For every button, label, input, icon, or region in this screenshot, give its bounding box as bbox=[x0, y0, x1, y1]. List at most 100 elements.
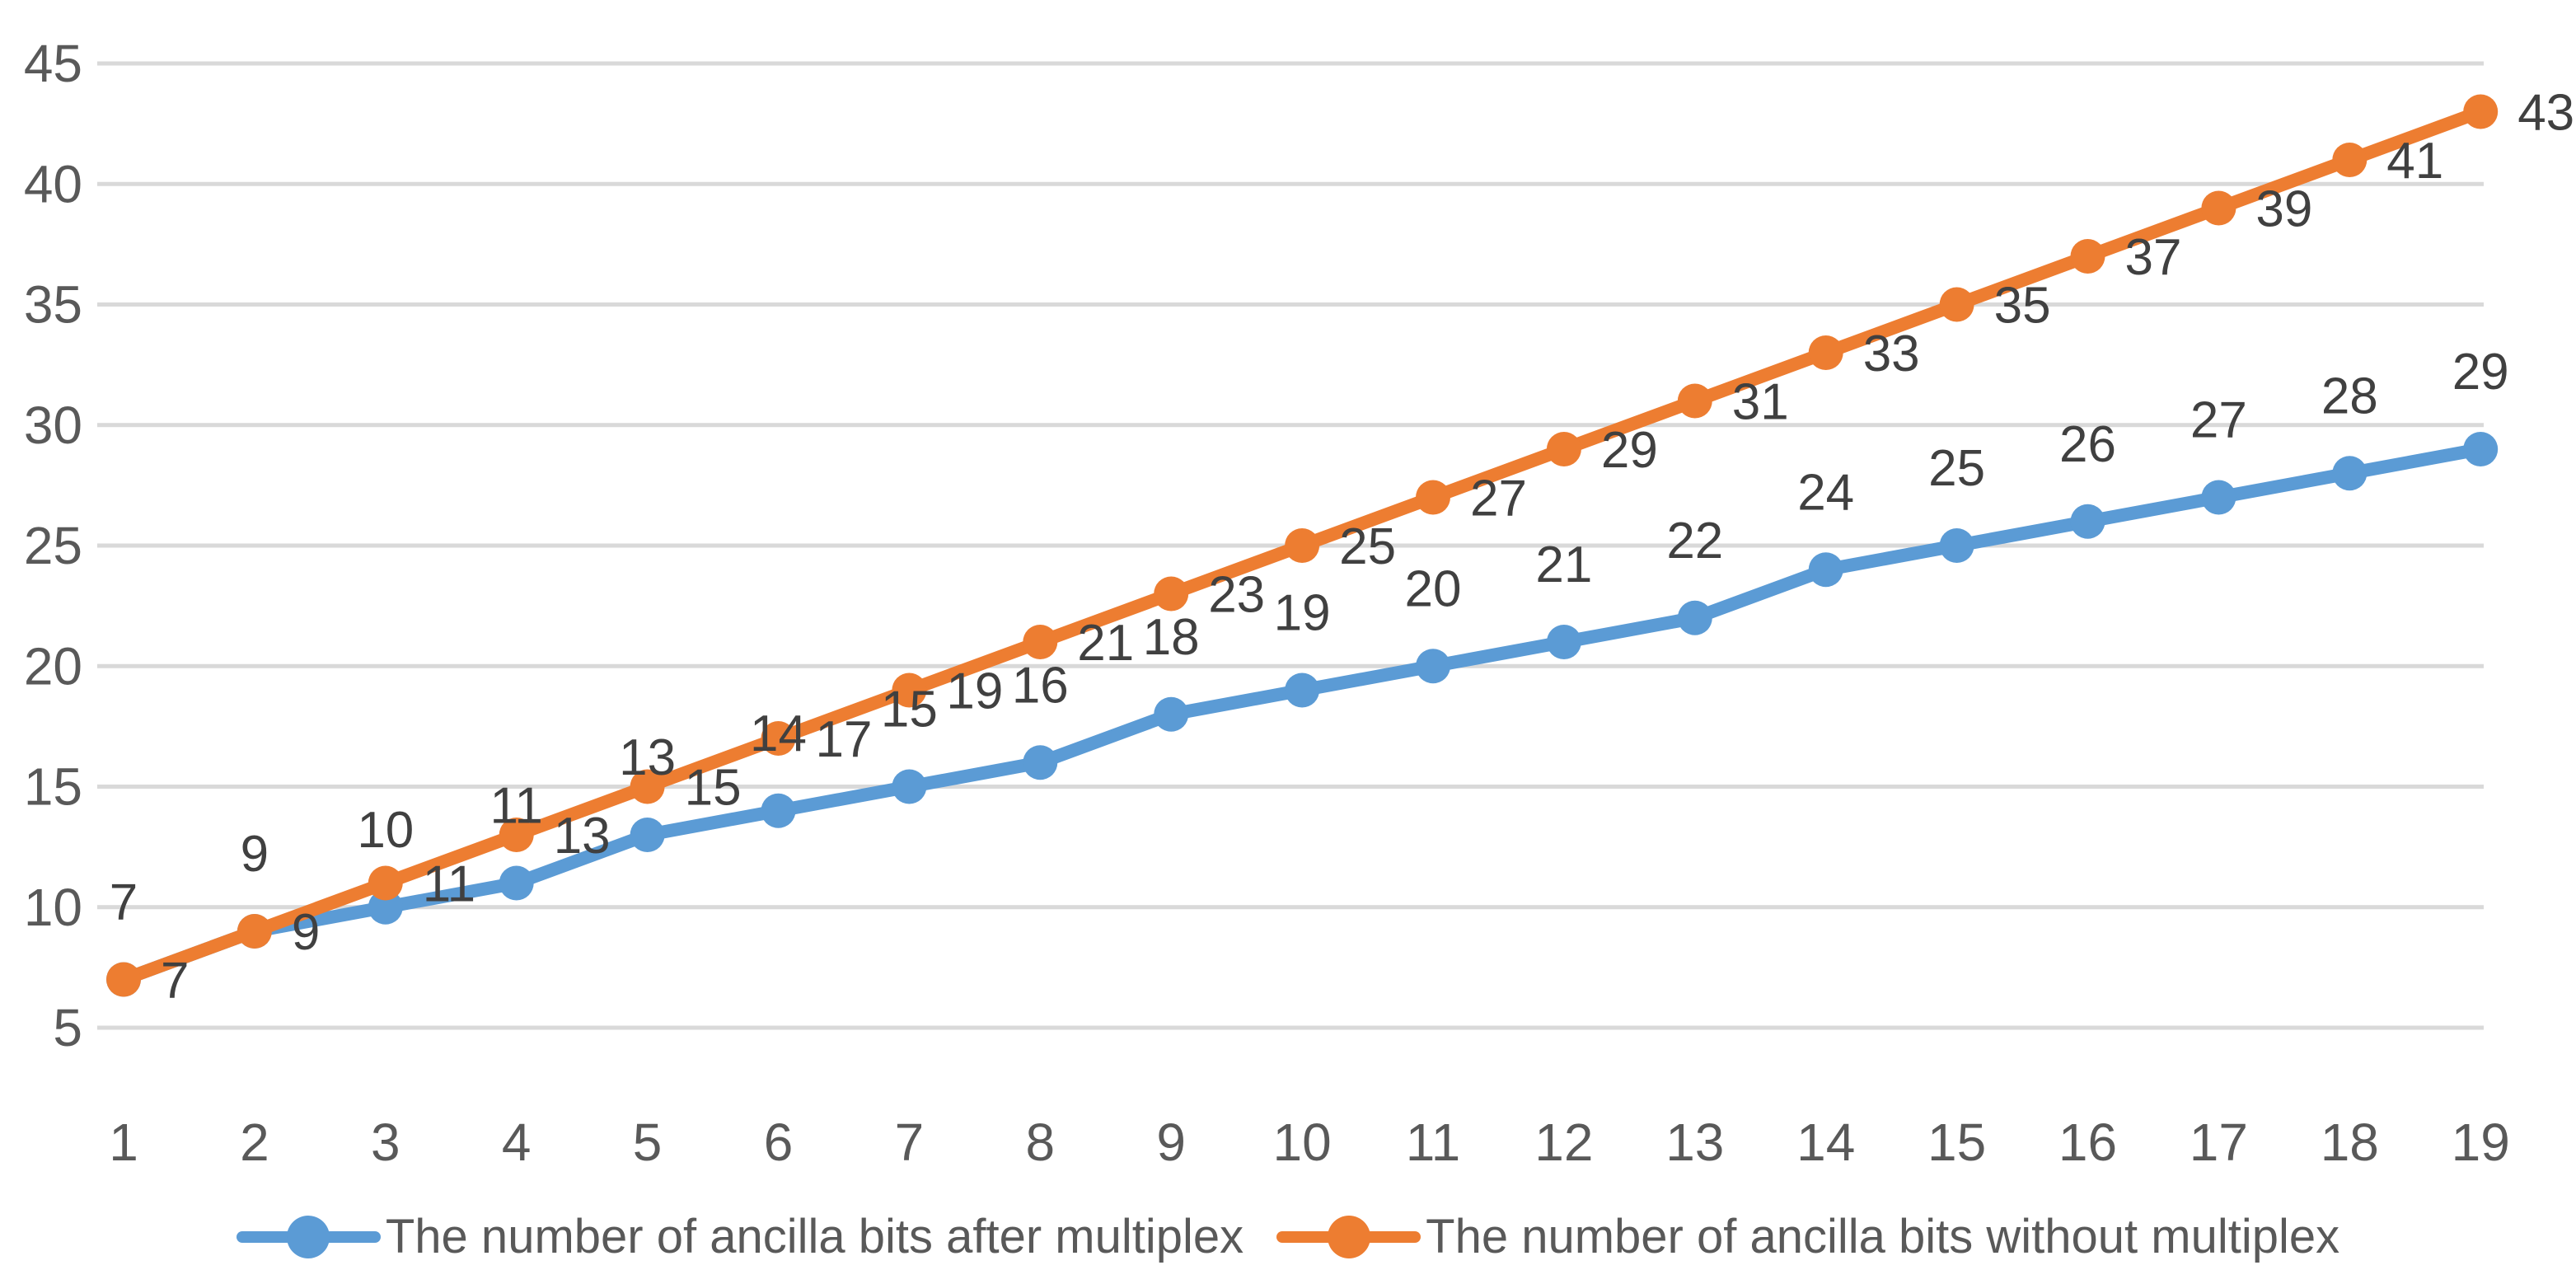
x-axis-labels: 1 2 3 4 5 6 7 8 9 10 11 12 13 14 15 16 17 18 19 bbox=[109, 1113, 2510, 1172]
data-label: 24 bbox=[1797, 464, 1854, 521]
data-label: 21 bbox=[1535, 537, 1592, 593]
data-label: 26 bbox=[2059, 416, 2116, 473]
data-label: 41 bbox=[2386, 133, 2443, 190]
data-point-marker[interactable] bbox=[1416, 649, 1450, 684]
data-point-marker[interactable] bbox=[1677, 600, 1712, 635]
data-label: 18 bbox=[1143, 609, 1200, 666]
x-axis-tick-label: 19 bbox=[2452, 1113, 2510, 1172]
y-axis-tick-label: 40 bbox=[24, 154, 82, 213]
data-point-marker[interactable] bbox=[1023, 625, 1058, 659]
data-point-marker[interactable] bbox=[2463, 432, 2499, 466]
data-label: 15 bbox=[881, 682, 938, 738]
legend-item-after-multiplex[interactable]: The number of ancilla bits after multipl… bbox=[236, 1210, 1244, 1263]
data-label: 9 bbox=[292, 904, 320, 961]
data-point-marker[interactable] bbox=[2332, 143, 2368, 177]
x-axis-tick-label: 11 bbox=[1406, 1113, 1460, 1172]
data-point-marker[interactable] bbox=[1808, 552, 1843, 588]
data-point-marker[interactable] bbox=[761, 721, 796, 756]
x-axis-tick-label: 15 bbox=[1927, 1113, 1986, 1172]
data-label: 43 bbox=[2517, 85, 2574, 142]
data-label: 23 bbox=[1208, 567, 1265, 624]
data-point-marker[interactable] bbox=[630, 818, 665, 852]
line-marker-icon bbox=[1276, 1231, 1421, 1243]
data-point-marker[interactable] bbox=[2463, 94, 2499, 129]
data-label: 10 bbox=[357, 802, 414, 859]
data-point-marker[interactable] bbox=[892, 672, 927, 708]
y-axis-tick-label: 20 bbox=[24, 636, 82, 696]
x-axis-tick-label: 3 bbox=[371, 1113, 400, 1172]
data-point-marker[interactable] bbox=[2332, 456, 2368, 491]
data-point-marker[interactable] bbox=[1546, 625, 1581, 659]
data-label: 28 bbox=[2321, 368, 2378, 424]
data-point-marker[interactable] bbox=[1939, 528, 1974, 563]
data-label: 20 bbox=[1405, 560, 1462, 617]
data-label: 21 bbox=[1077, 615, 1134, 672]
legend-label-after-multiplex: The number of ancilla bits after multipl… bbox=[385, 1210, 1244, 1263]
data-label: 17 bbox=[816, 711, 873, 768]
data-point-marker[interactable] bbox=[2201, 190, 2236, 226]
data-point-marker[interactable] bbox=[2201, 480, 2236, 515]
data-label: 39 bbox=[2255, 181, 2312, 238]
y-axis-tick-label: 45 bbox=[24, 34, 82, 93]
y-axis-tick-label: 5 bbox=[53, 998, 82, 1057]
data-point-marker[interactable] bbox=[1939, 287, 1974, 322]
data-label: 15 bbox=[685, 760, 742, 817]
legend-item-without-multiplex[interactable]: The number of ancilla bits without multi… bbox=[1276, 1213, 2339, 1261]
data-label: 11 bbox=[490, 778, 543, 835]
y-axis-tick-label: 15 bbox=[24, 757, 82, 817]
data-point-marker[interactable] bbox=[499, 818, 534, 852]
data-point-marker[interactable] bbox=[499, 865, 534, 901]
data-point-marker[interactable] bbox=[106, 962, 141, 997]
x-axis-tick-label: 5 bbox=[633, 1113, 663, 1172]
x-axis-tick-label: 8 bbox=[1026, 1113, 1056, 1172]
data-label: 37 bbox=[2125, 229, 2182, 286]
data-point-marker[interactable] bbox=[1023, 745, 1058, 780]
data-label: 13 bbox=[554, 808, 611, 865]
data-label: 14 bbox=[750, 705, 807, 762]
data-point-marker[interactable] bbox=[1154, 696, 1189, 732]
x-axis-tick-label: 4 bbox=[502, 1113, 532, 1172]
series-without-multiplex bbox=[106, 94, 2499, 997]
data-point-marker[interactable] bbox=[1808, 335, 1843, 370]
data-label: 27 bbox=[2190, 392, 2247, 449]
data-label: 33 bbox=[1863, 326, 1920, 382]
data-point-marker[interactable] bbox=[1285, 528, 1320, 563]
data-label: 35 bbox=[1994, 278, 2051, 335]
data-label: 16 bbox=[1012, 657, 1069, 714]
data-label: 7 bbox=[110, 874, 138, 931]
y-axis-tick-label: 10 bbox=[24, 878, 82, 937]
data-label: 9 bbox=[241, 826, 269, 883]
legend: The number of ancilla bits after multipl… bbox=[0, 1213, 2576, 1261]
data-label: 27 bbox=[1470, 471, 1527, 527]
y-axis-labels: 45 40 35 30 25 20 15 10 5 bbox=[24, 34, 82, 1057]
data-point-marker[interactable] bbox=[368, 889, 403, 925]
x-axis-tick-label: 6 bbox=[764, 1113, 794, 1172]
data-label: 19 bbox=[946, 663, 1003, 720]
x-axis-tick-label: 9 bbox=[1156, 1113, 1186, 1172]
x-axis-tick-label: 2 bbox=[240, 1113, 269, 1172]
x-axis-tick-label: 7 bbox=[895, 1113, 925, 1172]
data-label: 29 bbox=[1601, 422, 1658, 479]
x-axis-tick-label: 14 bbox=[1796, 1113, 1855, 1172]
data-point-marker[interactable] bbox=[1546, 432, 1581, 466]
data-point-marker[interactable] bbox=[1285, 672, 1320, 708]
data-point-marker[interactable] bbox=[1677, 383, 1712, 419]
data-label: 13 bbox=[619, 729, 676, 786]
data-point-marker[interactable] bbox=[1416, 480, 1450, 515]
data-label: 22 bbox=[1666, 513, 1723, 569]
data-label: 19 bbox=[1274, 585, 1331, 642]
data-label: 25 bbox=[1339, 518, 1396, 575]
data-point-marker[interactable] bbox=[2070, 239, 2105, 274]
data-point-marker[interactable] bbox=[368, 865, 403, 901]
data-point-marker[interactable] bbox=[2070, 504, 2105, 539]
line-marker-icon bbox=[236, 1231, 381, 1243]
x-axis-tick-label: 13 bbox=[1665, 1113, 1724, 1172]
data-point-marker[interactable] bbox=[761, 793, 796, 828]
x-axis-tick-label: 12 bbox=[1534, 1113, 1593, 1172]
data-point-marker[interactable] bbox=[892, 769, 927, 804]
data-point-marker[interactable] bbox=[237, 914, 272, 949]
data-point-marker[interactable] bbox=[1154, 576, 1189, 612]
data-point-marker[interactable] bbox=[630, 769, 665, 804]
